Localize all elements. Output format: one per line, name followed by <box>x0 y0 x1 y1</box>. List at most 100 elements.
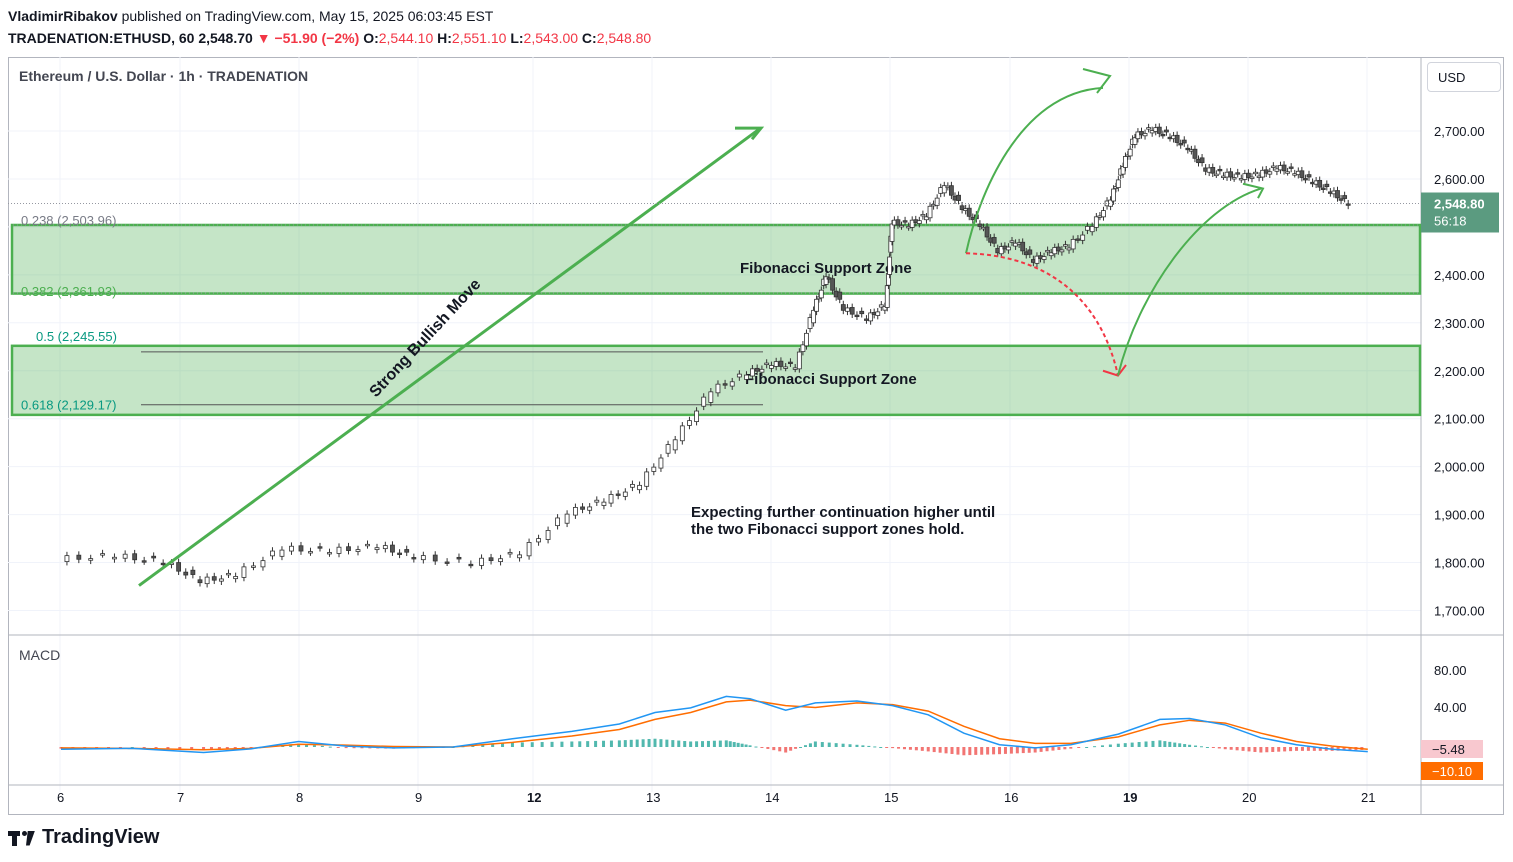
candle-body <box>100 553 105 556</box>
candle-body <box>1009 240 1015 243</box>
macd-histogram-bar <box>760 747 764 748</box>
macd-histogram-bar <box>1295 747 1299 751</box>
candle-body <box>1127 148 1133 157</box>
open-value: 2,544.10 <box>378 30 434 46</box>
macd-histogram-bar <box>59 747 63 749</box>
candle-body <box>916 220 922 224</box>
macd-histogram-bar <box>602 740 606 747</box>
candle-body <box>814 298 819 312</box>
price-chart[interactable]: Fibonacci Support Zone Fibonacci Support … <box>8 57 1504 815</box>
candle-body <box>308 551 313 554</box>
macd-histogram-bar <box>932 747 936 753</box>
macd-histogram-bar <box>1051 747 1055 751</box>
macd-histogram-bar <box>914 747 918 751</box>
macd-histogram-bar <box>891 747 895 749</box>
candle-body <box>909 219 915 228</box>
candle-body <box>878 304 884 308</box>
fib-label: 0.382 (2,361.93) <box>21 284 116 299</box>
macd-histogram-bar <box>305 744 309 747</box>
candle-body <box>722 383 728 386</box>
close-label: C: <box>581 30 597 46</box>
candle-body <box>840 304 846 311</box>
candle-body <box>783 366 789 369</box>
macd-histogram-bar <box>1015 747 1019 754</box>
candle-body <box>397 552 402 555</box>
candle-body <box>1111 188 1116 202</box>
macd-histogram-bar <box>712 740 716 747</box>
macd-tick-label: 40.00 <box>1434 700 1467 715</box>
macd-histogram-bar <box>980 747 984 755</box>
zone-label-2: Fibonacci Support Zone <box>745 371 917 388</box>
macd-histogram-bar <box>827 742 831 747</box>
candle-body <box>887 256 893 275</box>
candle-body <box>233 576 239 580</box>
candle-body <box>1299 170 1305 178</box>
candle-body <box>769 365 774 369</box>
candle-body <box>998 246 1004 255</box>
tradingview-logo[interactable]: TradingView <box>8 826 159 849</box>
macd-tick-label: 80.00 <box>1434 663 1467 678</box>
candle-body <box>411 557 417 560</box>
high-value: 2,551.10 <box>451 30 507 46</box>
candle-body <box>226 572 231 576</box>
macd-histogram-bar <box>689 741 693 747</box>
candle-body <box>884 285 890 308</box>
candle-body <box>622 491 628 497</box>
publisher-name[interactable]: VladimirRibakov <box>8 8 118 24</box>
last-price-label: 2,548.80 <box>1434 197 1485 212</box>
candle-body <box>432 554 438 562</box>
candle-body <box>934 197 940 206</box>
macd-histogram-bar <box>950 747 954 754</box>
candle-body <box>122 553 128 559</box>
macd-histogram-bar <box>1003 747 1007 754</box>
macd-histogram-bar <box>202 747 206 751</box>
signal-value-label: −10.10 <box>1432 764 1472 779</box>
low-label: L: <box>510 30 524 46</box>
candle-body <box>270 550 275 557</box>
candle-body <box>251 565 256 568</box>
macd-histogram-bar <box>1100 745 1104 747</box>
macd-histogram-bar <box>629 739 633 747</box>
currency-button[interactable]: USD <box>1427 62 1501 92</box>
macd-histogram-bar <box>1253 747 1257 752</box>
candle-body <box>902 220 908 223</box>
macd-histogram-bar <box>635 739 639 747</box>
fibonacci-zone-1 <box>10 223 1422 295</box>
macd-histogram-bar <box>1077 747 1081 748</box>
open-label: O: <box>363 30 379 46</box>
macd-histogram-bar <box>992 747 996 755</box>
time-tick-label: 7 <box>177 790 184 805</box>
price-tick-label: 2,200.00 <box>1434 364 1485 379</box>
candle-body <box>920 214 926 217</box>
fib-label: 0.5 (2,245.55) <box>36 329 117 344</box>
candle-body <box>141 560 147 563</box>
price-change: −51.90 (−2%) <box>274 30 360 46</box>
fib-label: 0.618 (2,129.17) <box>21 398 116 413</box>
macd-histogram-bar <box>1116 743 1120 747</box>
candle-body <box>580 506 585 510</box>
macd-histogram-bar <box>834 743 838 747</box>
macd-histogram-bar <box>1021 747 1025 754</box>
macd-histogram-bar <box>1144 741 1148 747</box>
macd-histogram-bar <box>998 747 1002 755</box>
candle-body <box>956 194 961 201</box>
macd-histogram-bar <box>902 747 906 750</box>
macd-histogram-bar <box>677 740 681 747</box>
publish-line: VladimirRibakov published on TradingView… <box>8 8 493 24</box>
price-tick-label: 1,900.00 <box>1434 508 1485 523</box>
candle-body <box>132 553 138 561</box>
candle-body <box>1288 166 1294 169</box>
macd-histogram-bar <box>813 741 817 747</box>
macd-histogram-bar <box>1188 744 1192 747</box>
candle-body <box>211 576 217 581</box>
macd-histogram-bar <box>560 741 564 747</box>
macd-histogram-bar <box>609 740 613 747</box>
candle-body <box>365 543 370 547</box>
macd-histogram-bar <box>1194 745 1198 747</box>
macd-histogram-bar <box>1039 747 1043 752</box>
close-value: 2,548.80 <box>596 30 652 46</box>
macd-histogram-bar <box>520 742 524 747</box>
macd-histogram-bar <box>1306 747 1310 751</box>
trend-arrow-line <box>138 127 761 587</box>
candle-body <box>895 219 901 226</box>
